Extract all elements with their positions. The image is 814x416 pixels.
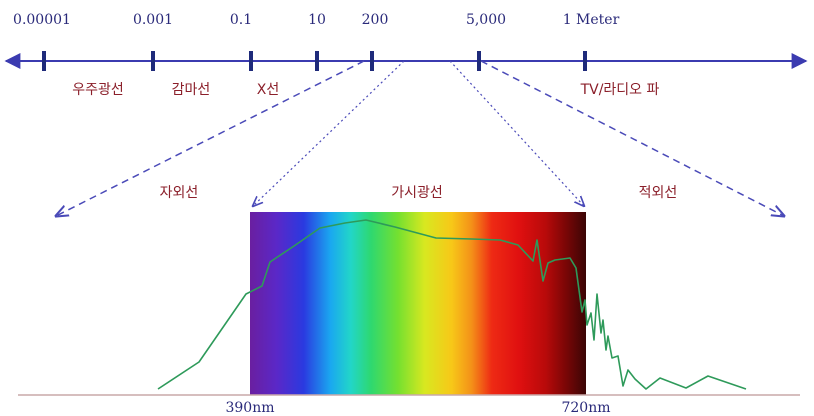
tick-label: 0.00001 xyxy=(13,12,71,28)
band-label-tv-radio: TV/라디오 파 xyxy=(580,82,660,98)
uv-projection-arrow xyxy=(56,60,365,216)
tick-label: 200 xyxy=(362,12,389,28)
band-label-gamma: 감마선 xyxy=(172,82,211,98)
spectrum-end-label: 720nm xyxy=(561,400,610,416)
tick-mark xyxy=(477,51,481,71)
band-label-cosmic: 우주광선 xyxy=(72,82,124,98)
tick-label: 10 xyxy=(308,12,326,28)
visible-spectrum-band xyxy=(250,212,586,395)
spectral-intensity-curve xyxy=(157,219,747,390)
tick-mark xyxy=(315,51,319,71)
tick-label: 5,000 xyxy=(466,12,506,28)
tick-label: 0.001 xyxy=(133,12,173,28)
band-label-xray: X선 xyxy=(257,82,279,98)
region-label-visible: 가시광선 xyxy=(391,185,443,201)
visible-right-projection xyxy=(449,60,584,206)
tick-mark xyxy=(151,51,155,71)
ir-projection-arrow xyxy=(480,60,784,216)
tick-mark xyxy=(370,51,374,71)
tick-mark xyxy=(249,51,253,71)
tick-label: 0.1 xyxy=(230,12,252,28)
region-label-uv: 자외선 xyxy=(160,185,199,201)
region-label-ir: 적외선 xyxy=(639,185,678,201)
tick-label: 1 Meter xyxy=(563,12,620,28)
tick-mark xyxy=(583,51,587,71)
spectrum-start-label: 390nm xyxy=(225,400,274,416)
tick-mark xyxy=(42,51,46,71)
